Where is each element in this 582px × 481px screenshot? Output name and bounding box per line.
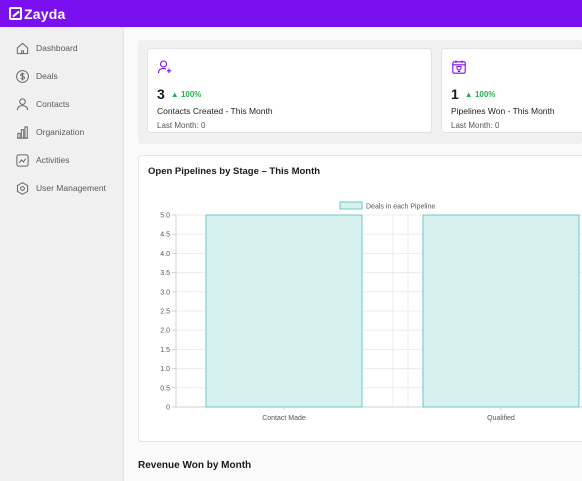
top-bar: Zayda xyxy=(0,0,582,27)
pipeline-bar-chart: 0 0.5 1.0 1.5 2.0 2.5 3.0 3.5 4.0 4.5 5.0 Contact M… xyxy=(160,201,582,422)
gear-hex-icon xyxy=(14,180,30,196)
stat-delta: ▲ 100% xyxy=(464,89,496,99)
sidebar-item-dashboard[interactable]: Dashboard xyxy=(9,34,114,62)
building-chart-icon xyxy=(14,124,30,140)
sidebar-item-label: Organization xyxy=(36,127,85,137)
legend-label: Deals in each Pipeline xyxy=(366,204,435,211)
y-tick-label: 3.5 xyxy=(160,270,170,277)
legend-swatch xyxy=(339,201,363,210)
y-tick-label: 0.5 xyxy=(160,385,170,392)
x-tick-label: Qualified xyxy=(487,415,515,422)
chart-title: Open Pipelines by Stage – This Month xyxy=(148,166,321,177)
y-tick-label: 3.0 xyxy=(160,289,170,296)
y-tick-label: 1.0 xyxy=(160,366,170,373)
calendar-trophy-icon xyxy=(451,59,582,80)
y-tick-label: 2.5 xyxy=(160,309,170,316)
main-content: 3 ▲ 100% Contacts Created - This Month L… xyxy=(124,27,582,481)
sidebar-item-label: Deals xyxy=(36,71,58,81)
sidebar-item-label: Dashboard xyxy=(36,43,78,53)
home-icon xyxy=(14,40,30,56)
stats-section: 3 ▲ 100% Contacts Created - This Month L… xyxy=(138,40,582,144)
sidebar-item-organization[interactable]: Organization xyxy=(9,118,114,146)
sidebar-item-label: Contacts xyxy=(36,99,70,109)
y-tick-label: 4.0 xyxy=(160,251,170,258)
stat-value: 3 xyxy=(157,86,165,102)
y-tick-label: 2.0 xyxy=(160,328,170,335)
y-tick-label: 5.0 xyxy=(160,213,170,220)
stat-delta: ▲ 100% xyxy=(170,89,202,99)
sidebar-item-user-management[interactable]: User Management xyxy=(9,174,114,202)
bar xyxy=(205,214,363,408)
user-icon xyxy=(14,96,30,112)
stat-previous: Last Month: 0 xyxy=(451,121,500,130)
app-name: Zayda xyxy=(24,5,66,22)
stat-card-contacts[interactable]: 3 ▲ 100% Contacts Created - This Month L… xyxy=(147,48,432,133)
activity-chart-icon xyxy=(14,152,30,168)
stat-title: Contacts Created - This Month xyxy=(157,106,273,116)
stat-title: Pipelines Won - This Month xyxy=(451,106,555,116)
stat-previous: Last Month: 0 xyxy=(157,121,206,130)
y-tick-label: 1.5 xyxy=(160,347,170,354)
bar xyxy=(422,214,580,408)
revenue-section-title: Revenue Won by Month xyxy=(138,460,252,471)
sidebar-item-label: Activities xyxy=(36,155,70,165)
app-logo[interactable]: Zayda xyxy=(9,6,65,22)
stat-card-pipelines[interactable]: 1 ▲ 100% Pipelines Won - This Month Last… xyxy=(441,48,582,133)
y-tick-label: 0 xyxy=(166,405,170,412)
y-tick-label: 4.5 xyxy=(160,232,170,239)
user-add-icon xyxy=(157,59,422,80)
sidebar-item-activities[interactable]: Activities xyxy=(9,146,114,174)
pipeline-chart-card: Open Pipelines by Stage – This Month 0 0.… xyxy=(138,155,582,442)
stat-value: 1 xyxy=(451,86,459,102)
x-tick-label: Contact Made xyxy=(262,415,306,422)
dollar-icon xyxy=(14,68,30,84)
sidebar-item-contacts[interactable]: Contacts xyxy=(9,90,114,118)
sidebar-item-label: User Management xyxy=(36,183,106,193)
sidebar-item-deals[interactable]: Deals xyxy=(9,62,114,90)
sidebar: Dashboard Deals Contacts Organization Ac… xyxy=(0,27,124,481)
logo-icon xyxy=(9,7,22,20)
